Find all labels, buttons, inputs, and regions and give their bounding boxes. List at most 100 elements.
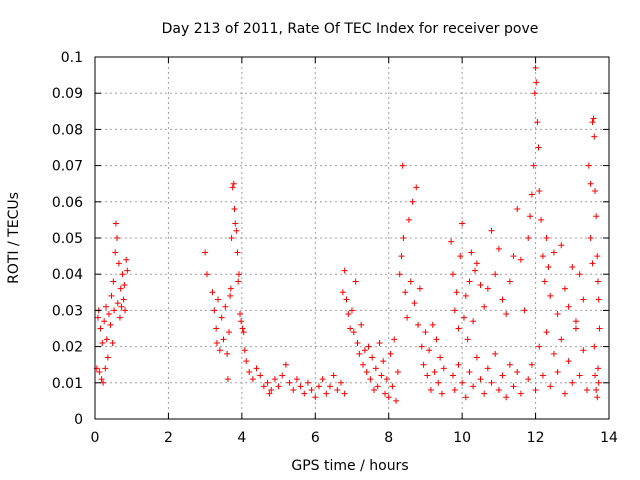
y-tick-label: 0 (74, 412, 83, 428)
data-point (449, 372, 456, 379)
data-point (468, 249, 475, 256)
data-point (400, 235, 407, 241)
data-point (517, 390, 524, 397)
y-tick-label: 0.09 (52, 86, 83, 102)
data-point (495, 387, 502, 394)
data-point (510, 383, 517, 390)
data-point (387, 350, 394, 357)
data-point (404, 314, 411, 321)
data-point (275, 383, 282, 390)
data-point (405, 216, 412, 223)
data-point (418, 343, 425, 350)
data-point (235, 271, 242, 278)
data-point (538, 216, 545, 223)
data-point (411, 300, 418, 307)
data-point (118, 303, 125, 310)
data-point (253, 365, 260, 372)
data-point (257, 372, 264, 379)
data-point (431, 368, 438, 375)
data-point (451, 307, 458, 314)
data-point (416, 285, 423, 292)
data-point (554, 368, 561, 375)
y-tick-label: 0.06 (52, 195, 83, 211)
data-point (99, 339, 106, 346)
data-point (361, 347, 368, 354)
data-point (115, 260, 122, 267)
data-point (290, 387, 297, 394)
grid-layer (95, 57, 609, 419)
data-point (308, 387, 315, 394)
data-point (230, 180, 237, 187)
data-point (429, 321, 436, 328)
data-point (547, 383, 554, 390)
data-point (561, 390, 568, 397)
data-point (114, 300, 121, 307)
data-point (326, 383, 333, 390)
data-point (492, 350, 499, 357)
data-point (438, 390, 445, 397)
data-point (427, 387, 434, 394)
data-point (385, 394, 392, 401)
data-point (554, 311, 561, 318)
data-point (393, 397, 400, 404)
data-point (495, 245, 502, 252)
data-point (103, 303, 110, 310)
data-point (499, 372, 506, 379)
data-point (517, 256, 524, 263)
data-point (453, 289, 460, 296)
data-point (435, 379, 442, 386)
data-point (593, 387, 600, 394)
data-point (565, 358, 572, 365)
data-point (107, 321, 114, 328)
data-point (213, 339, 220, 346)
data-point (477, 282, 484, 289)
data-point (484, 365, 491, 372)
data-point (350, 329, 357, 336)
data-point (383, 376, 390, 383)
data-point (481, 303, 488, 310)
y-tick-label: 0.1 (61, 50, 83, 66)
data-point (589, 260, 596, 267)
data-point (239, 325, 246, 332)
data-point (100, 379, 107, 386)
data-point (595, 296, 602, 303)
data-point (543, 235, 550, 241)
data-point (550, 350, 557, 357)
data-point (459, 220, 466, 227)
data-point (94, 314, 101, 321)
data-point (103, 336, 110, 343)
data-point (594, 365, 601, 372)
data-point (532, 64, 539, 71)
x-tick-label: 0 (91, 430, 100, 446)
data-point (399, 162, 406, 169)
data-point (466, 278, 473, 285)
data-point (105, 311, 112, 318)
data-point (534, 119, 541, 126)
data-point (535, 144, 542, 151)
data-point (433, 336, 440, 343)
data-point (420, 361, 427, 368)
data-point (503, 394, 510, 401)
data-point (514, 206, 521, 213)
data-point (112, 220, 119, 227)
data-point (376, 339, 383, 346)
data-point (545, 263, 552, 270)
data-point (459, 379, 466, 386)
data-point (209, 289, 216, 296)
data-point (341, 267, 348, 274)
data-point (378, 372, 385, 379)
data-point (293, 376, 300, 383)
data-point (231, 206, 238, 213)
data-point (595, 379, 602, 386)
data-point (572, 325, 579, 332)
data-point (232, 220, 239, 227)
data-point (341, 390, 348, 397)
data-point (539, 372, 546, 379)
data-point (121, 282, 128, 289)
data-point (477, 376, 484, 383)
data-point (334, 387, 341, 394)
data-point (112, 249, 119, 256)
data-point (120, 296, 127, 303)
data-point (587, 235, 594, 241)
data-point (279, 372, 286, 379)
